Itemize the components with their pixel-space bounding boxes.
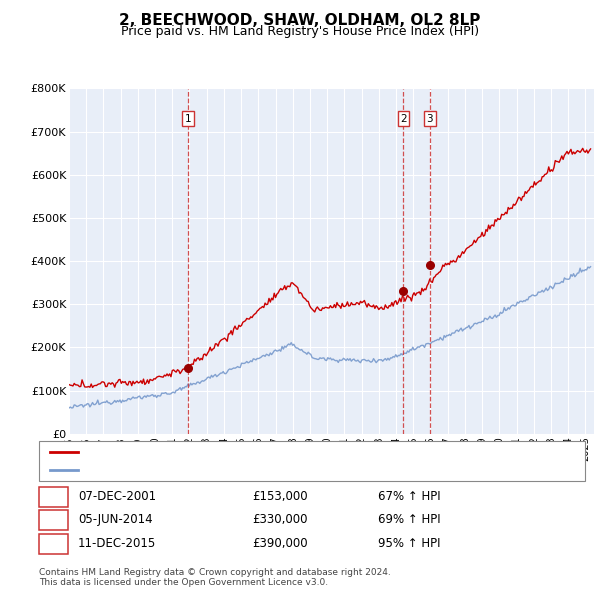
Text: 1: 1 [50,490,57,503]
Text: £330,000: £330,000 [252,513,308,526]
Text: 67% ↑ HPI: 67% ↑ HPI [378,490,440,503]
Text: 05-JUN-2014: 05-JUN-2014 [78,513,152,526]
Text: 11-DEC-2015: 11-DEC-2015 [78,537,156,550]
Text: 2: 2 [400,114,407,124]
Text: 07-DEC-2001: 07-DEC-2001 [78,490,156,503]
Text: 95% ↑ HPI: 95% ↑ HPI [378,537,440,550]
Text: Contains HM Land Registry data © Crown copyright and database right 2024.: Contains HM Land Registry data © Crown c… [39,568,391,577]
Text: 2: 2 [50,513,57,526]
Text: Price paid vs. HM Land Registry's House Price Index (HPI): Price paid vs. HM Land Registry's House … [121,25,479,38]
Text: 3: 3 [50,537,57,550]
Text: 1: 1 [185,114,191,124]
Text: 2, BEECHWOOD, SHAW, OLDHAM, OL2 8LP (detached house): 2, BEECHWOOD, SHAW, OLDHAM, OL2 8LP (det… [85,447,419,457]
Text: £390,000: £390,000 [252,537,308,550]
Text: £153,000: £153,000 [252,490,308,503]
Text: 69% ↑ HPI: 69% ↑ HPI [378,513,440,526]
Text: This data is licensed under the Open Government Licence v3.0.: This data is licensed under the Open Gov… [39,578,328,587]
Text: 2, BEECHWOOD, SHAW, OLDHAM, OL2 8LP: 2, BEECHWOOD, SHAW, OLDHAM, OL2 8LP [119,13,481,28]
Text: HPI: Average price, detached house, Oldham: HPI: Average price, detached house, Oldh… [85,466,331,476]
Text: 3: 3 [427,114,433,124]
